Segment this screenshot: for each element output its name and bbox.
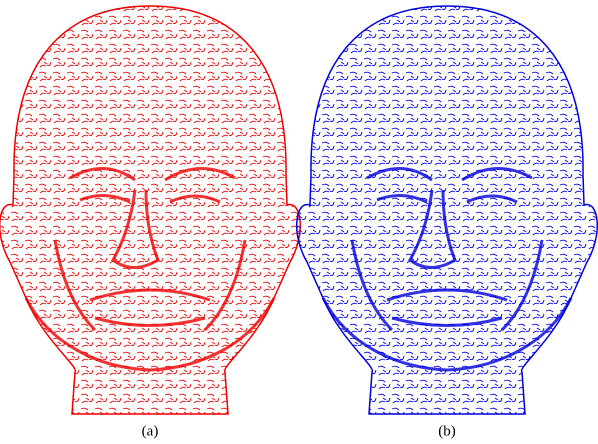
head-render-red (0, 6, 300, 414)
panel-label: (b) (438, 423, 456, 439)
panel-label: (a) (142, 423, 159, 439)
head-render-blue (297, 6, 598, 414)
figure: (a) (b) (0, 0, 598, 444)
